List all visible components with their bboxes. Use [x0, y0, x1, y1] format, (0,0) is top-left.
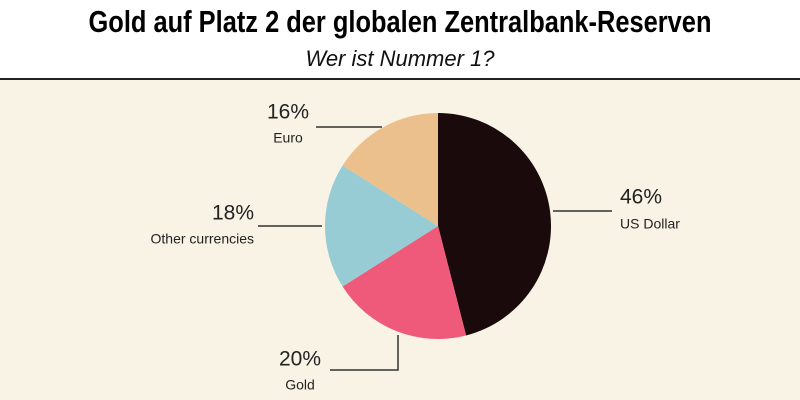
slice-label: Gold [285, 377, 315, 393]
header: Gold auf Platz 2 der globalen Zentralban… [0, 0, 800, 80]
value-label: 20% [279, 348, 321, 371]
slice-label: Other currencies [151, 231, 254, 247]
pie-slice [325, 165, 438, 287]
leader-line [330, 335, 399, 371]
value-label: 18% [212, 202, 254, 225]
pie-slice [342, 226, 467, 339]
value-label: 46% [620, 186, 662, 209]
chart-subtitle: Wer ist Nummer 1? [305, 46, 495, 71]
chart-title: Gold auf Platz 2 der globalen Zentralban… [88, 4, 712, 39]
slice-label: Euro [273, 130, 303, 146]
pie-slice [438, 113, 551, 336]
slice-label: US Dollar [620, 216, 680, 232]
pie-slice [342, 113, 438, 226]
value-label: 16% [267, 101, 309, 124]
